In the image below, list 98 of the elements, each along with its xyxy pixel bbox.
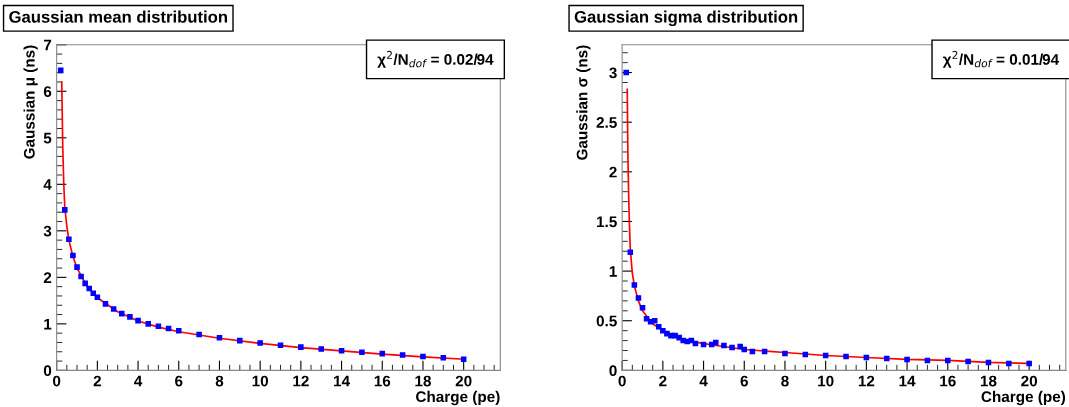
x-tick-label: 2 — [659, 375, 667, 387]
y-tick-label: 2 — [43, 272, 52, 283]
point — [843, 353, 849, 360]
x-tick-label: 10 — [252, 375, 269, 387]
y-tick-label: 0 — [609, 365, 617, 377]
point — [965, 358, 971, 365]
point — [155, 323, 162, 329]
x-tick-label: 18 — [415, 375, 431, 387]
point — [359, 349, 365, 356]
point — [635, 295, 642, 301]
point — [420, 353, 426, 360]
x-tick-label: 8 — [215, 375, 224, 387]
point — [74, 264, 80, 270]
point — [66, 236, 72, 242]
point — [102, 301, 109, 307]
point — [135, 317, 141, 324]
x-tick-label: 4 — [134, 375, 143, 387]
y-tick-label: 1.5 — [597, 216, 617, 228]
point — [460, 356, 467, 362]
point — [741, 346, 748, 353]
x-axis-title: Charge (pe) — [981, 390, 1066, 406]
point — [680, 337, 686, 344]
point — [944, 357, 951, 364]
x-tick-label: 8 — [781, 375, 789, 387]
y-tick-label: 0 — [43, 365, 52, 377]
point — [904, 356, 910, 363]
point — [196, 331, 202, 338]
point — [118, 310, 125, 317]
x-tick-label: 20 — [455, 375, 472, 387]
y-tick-label: 4 — [43, 179, 52, 190]
point — [656, 323, 662, 330]
point — [729, 344, 735, 351]
y-tick-label: 0.5 — [596, 315, 617, 327]
point — [127, 314, 133, 320]
chart-title: Gaussian sigma distribution — [574, 10, 798, 27]
point — [338, 348, 345, 354]
point — [721, 342, 727, 349]
point — [70, 252, 76, 259]
y-tick-label: 5 — [43, 132, 52, 144]
y-axis-title: Gaussian σ (ns) — [576, 45, 591, 160]
point — [62, 207, 68, 213]
point — [782, 350, 788, 357]
point — [175, 328, 182, 334]
point — [57, 67, 64, 74]
point — [82, 280, 88, 287]
x-tick-label: 20 — [1021, 375, 1038, 387]
point — [676, 334, 682, 341]
point — [737, 343, 743, 350]
point — [712, 339, 719, 346]
x-tick-label: 12 — [293, 375, 309, 387]
y-tick-label: 2 — [609, 166, 617, 178]
y-tick-label: 3 — [609, 67, 617, 79]
point — [216, 335, 223, 341]
x-tick-label: 10 — [818, 375, 834, 387]
x-tick-label: 16 — [374, 375, 391, 387]
chart-title: Gaussian mean distribution — [9, 10, 227, 23]
point — [237, 337, 243, 344]
point — [145, 321, 152, 327]
x-tick-label: 14 — [334, 375, 350, 387]
point — [1006, 360, 1012, 367]
y-tick-label: 1 — [44, 318, 52, 330]
point — [277, 342, 284, 349]
x-tick-label: 14 — [899, 375, 916, 387]
x-tick-label: 12 — [858, 375, 875, 387]
point — [639, 305, 646, 311]
point — [318, 346, 324, 352]
x-tick-label: 4 — [699, 375, 708, 387]
x-tick-label: 18 — [980, 375, 997, 387]
point — [399, 352, 406, 358]
point — [86, 285, 92, 292]
y-tick-label: 6 — [43, 86, 52, 97]
point — [257, 340, 263, 346]
point — [1026, 360, 1032, 367]
y-tick-label: 3 — [43, 225, 52, 237]
point — [110, 306, 117, 312]
y-axis-title: Gaussian μ (ns) — [23, 45, 38, 159]
point — [631, 282, 638, 288]
annotation: χ$^{2}$/N$_{dof}$ = 0.01/94 — [942, 50, 1059, 68]
point — [660, 327, 666, 334]
point — [78, 273, 84, 280]
x-tick-label: 2 — [93, 375, 101, 387]
point — [627, 249, 634, 256]
point — [651, 317, 658, 324]
x-tick-label: 6 — [740, 375, 748, 387]
x-tick-label: 0 — [53, 375, 61, 387]
point — [643, 315, 650, 322]
point — [90, 290, 97, 296]
x-axis-title: Charge (pe) — [416, 390, 500, 406]
y-tick-label: 7 — [43, 39, 52, 51]
y-tick-label: 2.5 — [596, 117, 617, 128]
point — [379, 350, 386, 357]
point — [298, 344, 304, 350]
y-tick-label: 1 — [609, 266, 617, 277]
point — [440, 355, 447, 361]
x-tick-label: 6 — [175, 375, 183, 387]
x-tick-label: 0 — [618, 375, 626, 387]
annotation: χ$^{2}$/N$_{dof}$ = 0.02/94 — [377, 50, 494, 68]
x-tick-label: 16 — [940, 375, 956, 387]
